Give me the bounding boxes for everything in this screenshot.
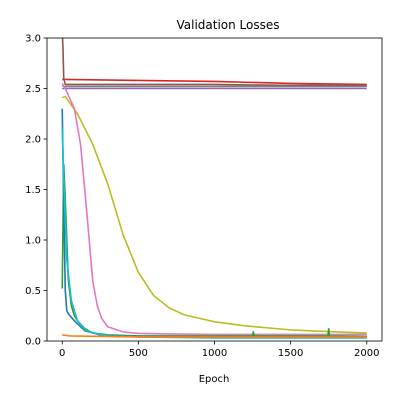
y-axis: 0.0 0.5 1.0 1.5 2.0 2.5 3.0 bbox=[25, 34, 47, 348]
x-tick-label: 0 bbox=[59, 348, 65, 359]
y-tick-label: 0.0 bbox=[25, 337, 41, 348]
x-axis: 0 500 1000 1500 2000 bbox=[59, 341, 379, 359]
y-tick-label: 1.0 bbox=[25, 236, 41, 247]
series-line-5 bbox=[61, 95, 367, 334]
series-line-6 bbox=[61, 83, 367, 336]
x-tick-label: 2000 bbox=[354, 348, 379, 359]
y-tick-label: 2.5 bbox=[25, 84, 41, 95]
series-line-7 bbox=[61, 163, 367, 338]
y-tick-label: 3.0 bbox=[25, 34, 41, 45]
x-axis-label: Epoch bbox=[199, 374, 230, 385]
x-tick-label: 1000 bbox=[202, 348, 227, 359]
series-line-8 bbox=[61, 108, 367, 338]
x-tick-label: 1500 bbox=[278, 348, 303, 359]
plot-lines bbox=[61, 38, 367, 339]
series-line-10 bbox=[62, 334, 367, 338]
x-tick-label: 500 bbox=[129, 348, 148, 359]
series-line-9 bbox=[61, 128, 367, 339]
series-line-2 bbox=[61, 38, 367, 87]
chart-title: Validation Losses bbox=[176, 18, 279, 32]
y-tick-label: 2.0 bbox=[25, 135, 41, 146]
y-tick-label: 1.5 bbox=[25, 185, 41, 196]
y-tick-label: 0.5 bbox=[25, 286, 41, 297]
